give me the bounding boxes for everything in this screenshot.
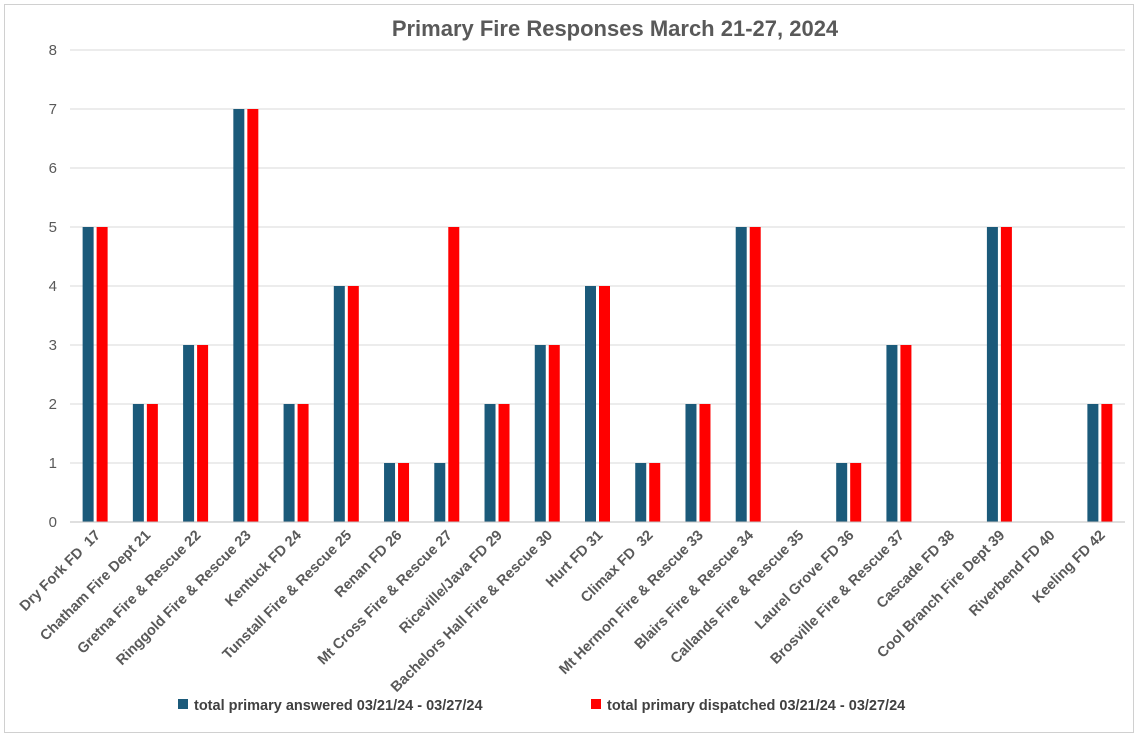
y-tick-label: 7 bbox=[49, 101, 57, 118]
bar-answered bbox=[333, 286, 345, 522]
bar-answered bbox=[233, 109, 245, 522]
y-tick-label: 8 bbox=[49, 42, 57, 59]
bar-dispatched bbox=[850, 463, 862, 522]
bar-dispatched bbox=[146, 404, 158, 522]
bar-dispatched bbox=[1101, 404, 1113, 522]
y-tick-label: 2 bbox=[49, 396, 57, 413]
y-tick-label: 6 bbox=[49, 160, 57, 177]
y-tick-label: 3 bbox=[49, 337, 57, 354]
bar-answered bbox=[685, 404, 697, 522]
legend-label: total primary answered 03/21/24 - 03/27/… bbox=[194, 698, 483, 714]
x-category-label: Laurel Grove FD 36 bbox=[752, 528, 857, 633]
bar-answered bbox=[836, 463, 848, 522]
bar-dispatched bbox=[749, 227, 761, 522]
bars bbox=[82, 109, 1113, 522]
bar-answered bbox=[534, 345, 546, 522]
y-tick-label: 0 bbox=[49, 514, 57, 531]
bar-answered bbox=[1087, 404, 1099, 522]
bar-dispatched bbox=[498, 404, 510, 522]
y-axis-ticks: 0 1 2 3 4 5 6 7 8 bbox=[49, 42, 57, 531]
bar-answered bbox=[283, 404, 295, 522]
bar-answered bbox=[886, 345, 898, 522]
bar-dispatched bbox=[448, 227, 460, 522]
legend-swatch bbox=[178, 699, 188, 709]
bar-answered bbox=[585, 286, 596, 522]
bar-answered bbox=[183, 345, 195, 522]
bar-dispatched bbox=[247, 109, 259, 522]
bar-dispatched bbox=[347, 286, 359, 522]
bar-dispatched bbox=[699, 404, 711, 522]
legend-label: total primary dispatched 03/21/24 - 03/2… bbox=[607, 698, 905, 714]
bar-answered bbox=[82, 227, 94, 522]
chart-title: Primary Fire Responses March 21-27, 2024 bbox=[392, 16, 839, 41]
bar-dispatched bbox=[197, 345, 209, 522]
bar-answered bbox=[484, 404, 496, 522]
bar-dispatched bbox=[548, 345, 560, 522]
bar-answered bbox=[735, 227, 747, 522]
legend-swatch bbox=[591, 699, 601, 709]
bar-dispatched bbox=[1000, 227, 1012, 522]
y-tick-label: 4 bbox=[49, 278, 57, 295]
legend: total primary answered 03/21/24 - 03/27/… bbox=[178, 698, 905, 714]
x-category-label: Riverbend FD 40 bbox=[966, 528, 1058, 620]
bar-answered bbox=[986, 227, 998, 522]
bar-answered bbox=[132, 404, 144, 522]
bar-answered bbox=[434, 463, 446, 522]
bar-dispatched bbox=[900, 345, 912, 522]
bar-dispatched bbox=[398, 463, 410, 522]
bar-dispatched bbox=[96, 227, 108, 522]
bar-dispatched bbox=[599, 286, 610, 522]
y-tick-label: 5 bbox=[49, 219, 57, 236]
bar-answered bbox=[635, 463, 647, 522]
bar-answered bbox=[384, 463, 396, 522]
y-tick-label: 1 bbox=[49, 455, 57, 472]
gridlines bbox=[70, 49, 1125, 464]
bar-dispatched bbox=[649, 463, 661, 522]
bar-dispatched bbox=[297, 404, 309, 522]
